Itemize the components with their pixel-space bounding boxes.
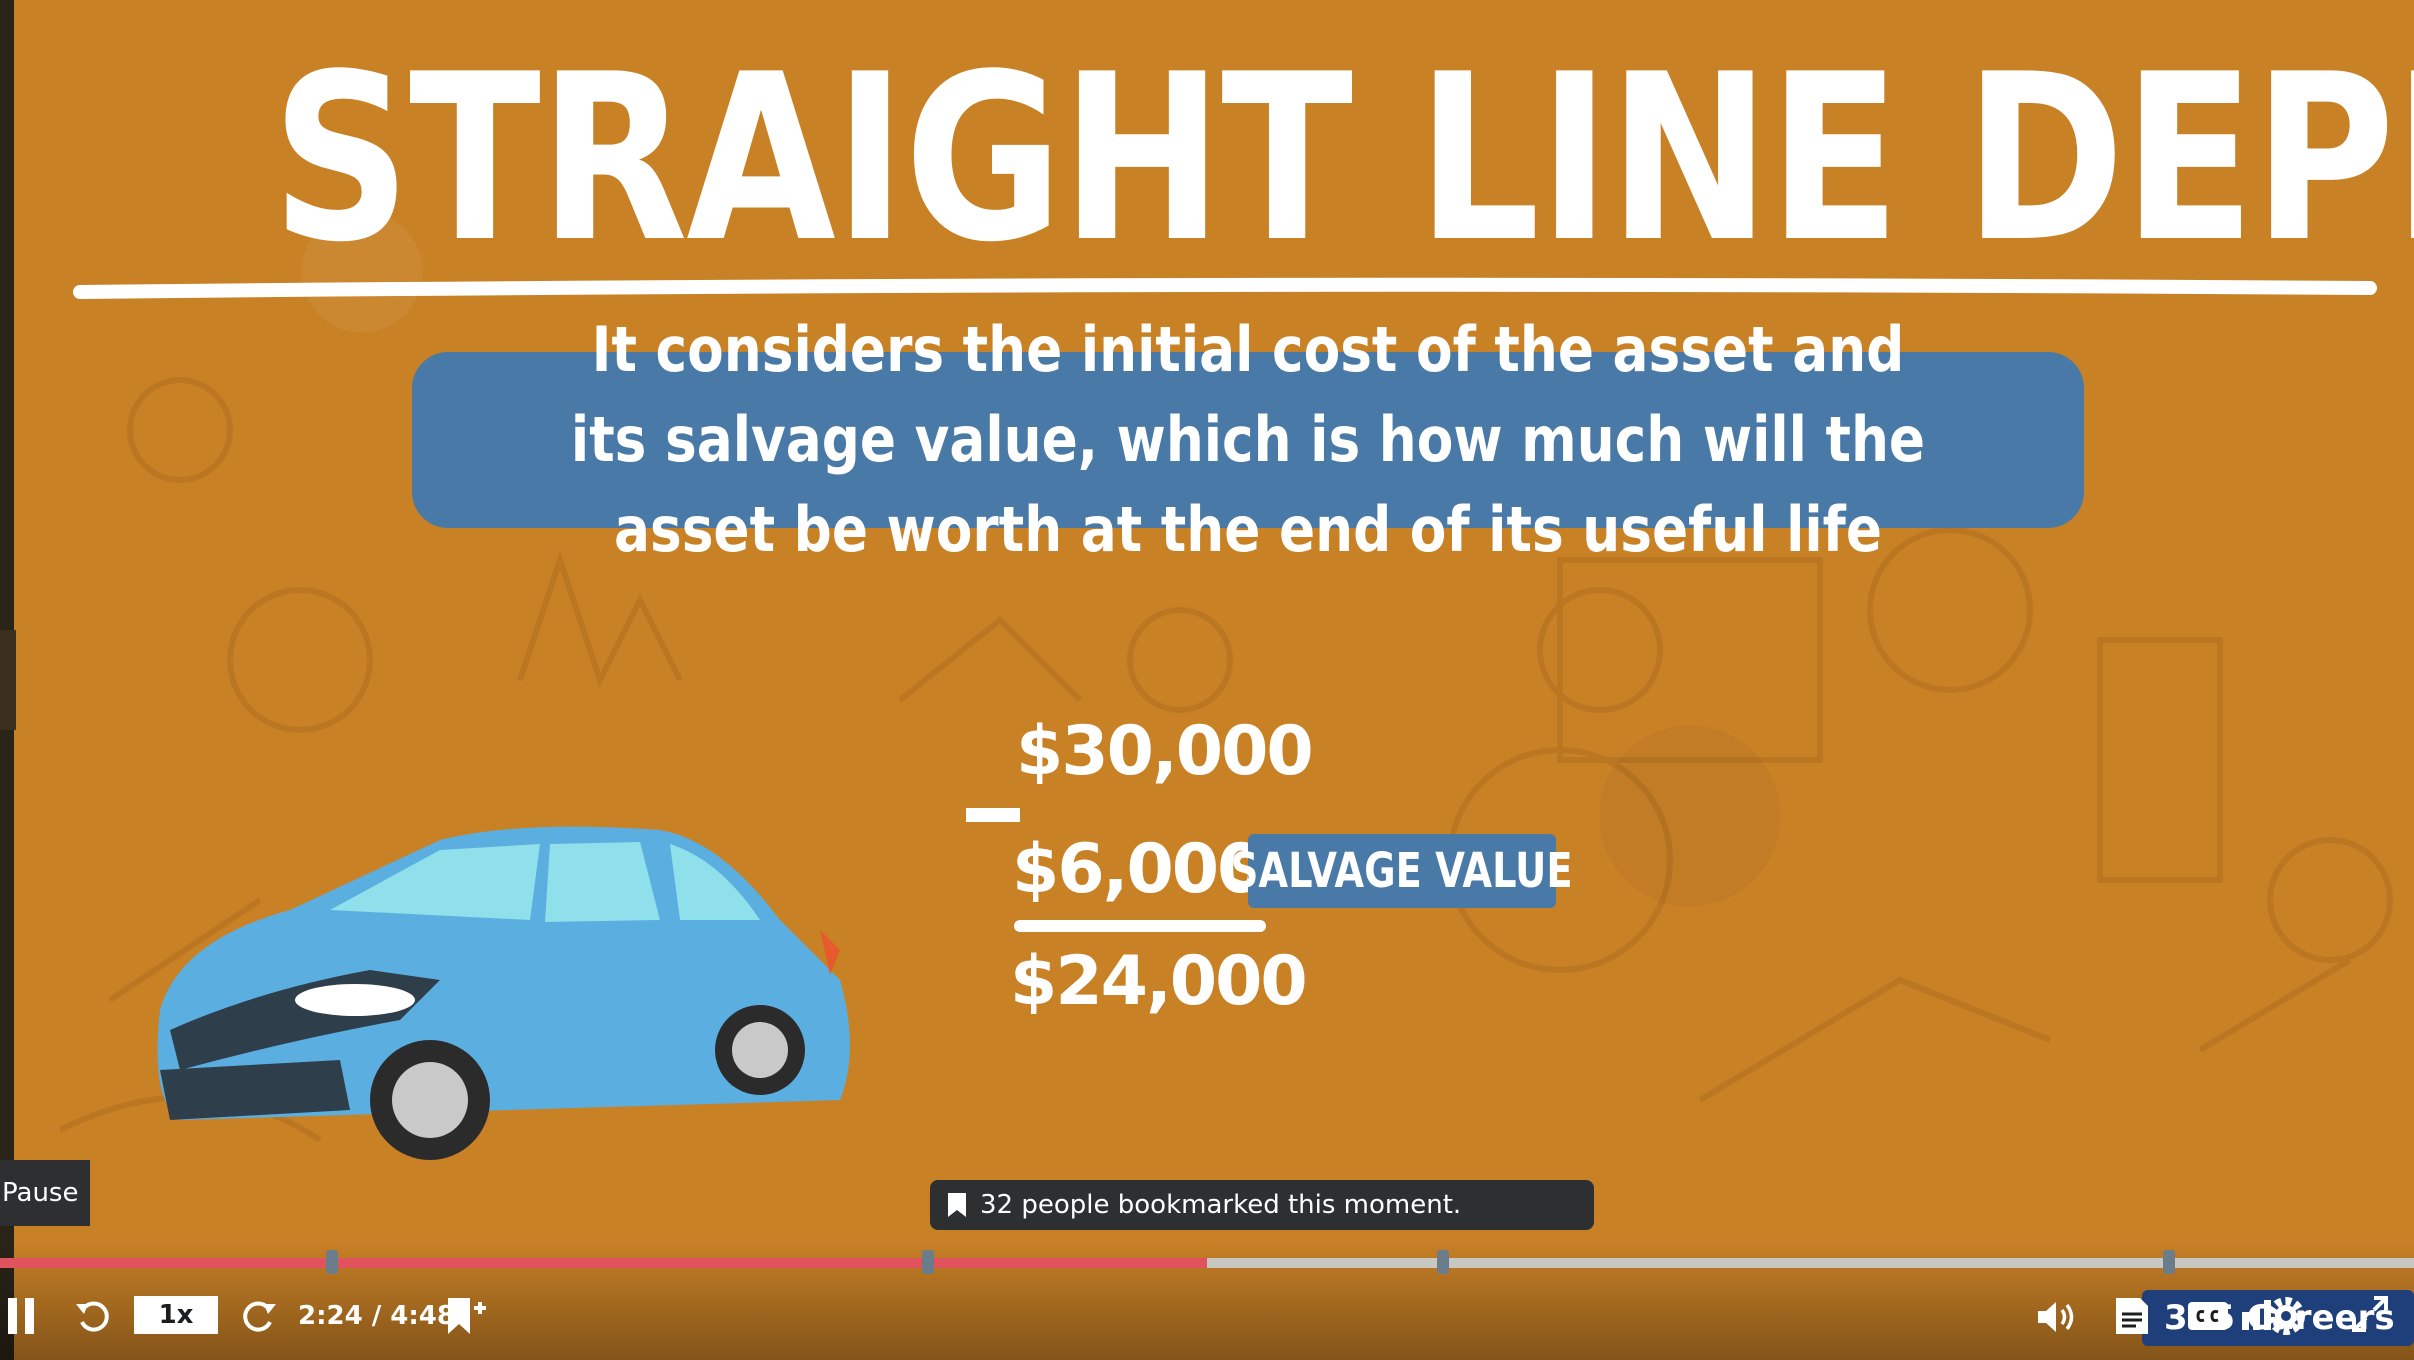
car-illustration — [157, 826, 850, 1160]
playback-speed-button[interactable]: 1x — [134, 1296, 218, 1334]
bookmark-marker[interactable] — [326, 1250, 338, 1274]
initial-cost: $30,000 — [1016, 712, 1314, 791]
pause-tooltip: Pause — [0, 1160, 90, 1226]
pause-button[interactable] — [8, 1298, 34, 1334]
salvage-value-label: SALVAGE VALUE — [1231, 843, 1573, 899]
depreciable-amount: $24,000 — [1010, 942, 1308, 1021]
bookmark-icon — [948, 1193, 966, 1217]
pause-icon — [8, 1298, 17, 1334]
bookmark-tooltip: 32 people bookmarked this moment. — [930, 1180, 1594, 1230]
salvage-value-badge: SALVAGE VALUE — [1231, 834, 1573, 908]
captions-icon[interactable] — [2186, 1298, 2230, 1334]
progress-played — [0, 1258, 1207, 1268]
bookmark-tooltip-text: 32 people bookmarked this moment. — [980, 1190, 1462, 1220]
progress-bar[interactable] — [0, 1258, 2414, 1268]
transcript-icon[interactable] — [2114, 1296, 2150, 1336]
title-underline — [73, 277, 2377, 299]
bookmark-marker[interactable] — [2163, 1250, 2175, 1274]
description-banner: It considers the initial cost of the ass… — [412, 313, 2084, 566]
slide-title: STRAIGHT LINE DEPRECIATION — [271, 26, 2414, 293]
calculation-line — [1014, 920, 1266, 932]
settings-icon[interactable] — [2260, 1290, 2312, 1342]
bookmark-marker[interactable] — [1437, 1250, 1449, 1274]
layout-icon[interactable] — [2238, 1298, 2282, 1334]
sidebar-toggle[interactable] — [0, 630, 16, 730]
minus-sign — [966, 808, 1020, 822]
add-bookmark-icon[interactable] — [444, 1294, 488, 1338]
description-text: It considers the initial cost of the ass… — [570, 313, 1926, 566]
bookmark-marker[interactable] — [922, 1250, 934, 1274]
salvage-amount: $6,000 — [1012, 830, 1264, 909]
time-display: 2:24 / 4:48 — [298, 1301, 455, 1331]
volume-icon[interactable] — [2036, 1298, 2078, 1336]
rewind-icon[interactable] — [74, 1298, 112, 1336]
fullscreen-icon[interactable] — [2350, 1294, 2390, 1334]
forward-icon[interactable] — [240, 1298, 278, 1336]
